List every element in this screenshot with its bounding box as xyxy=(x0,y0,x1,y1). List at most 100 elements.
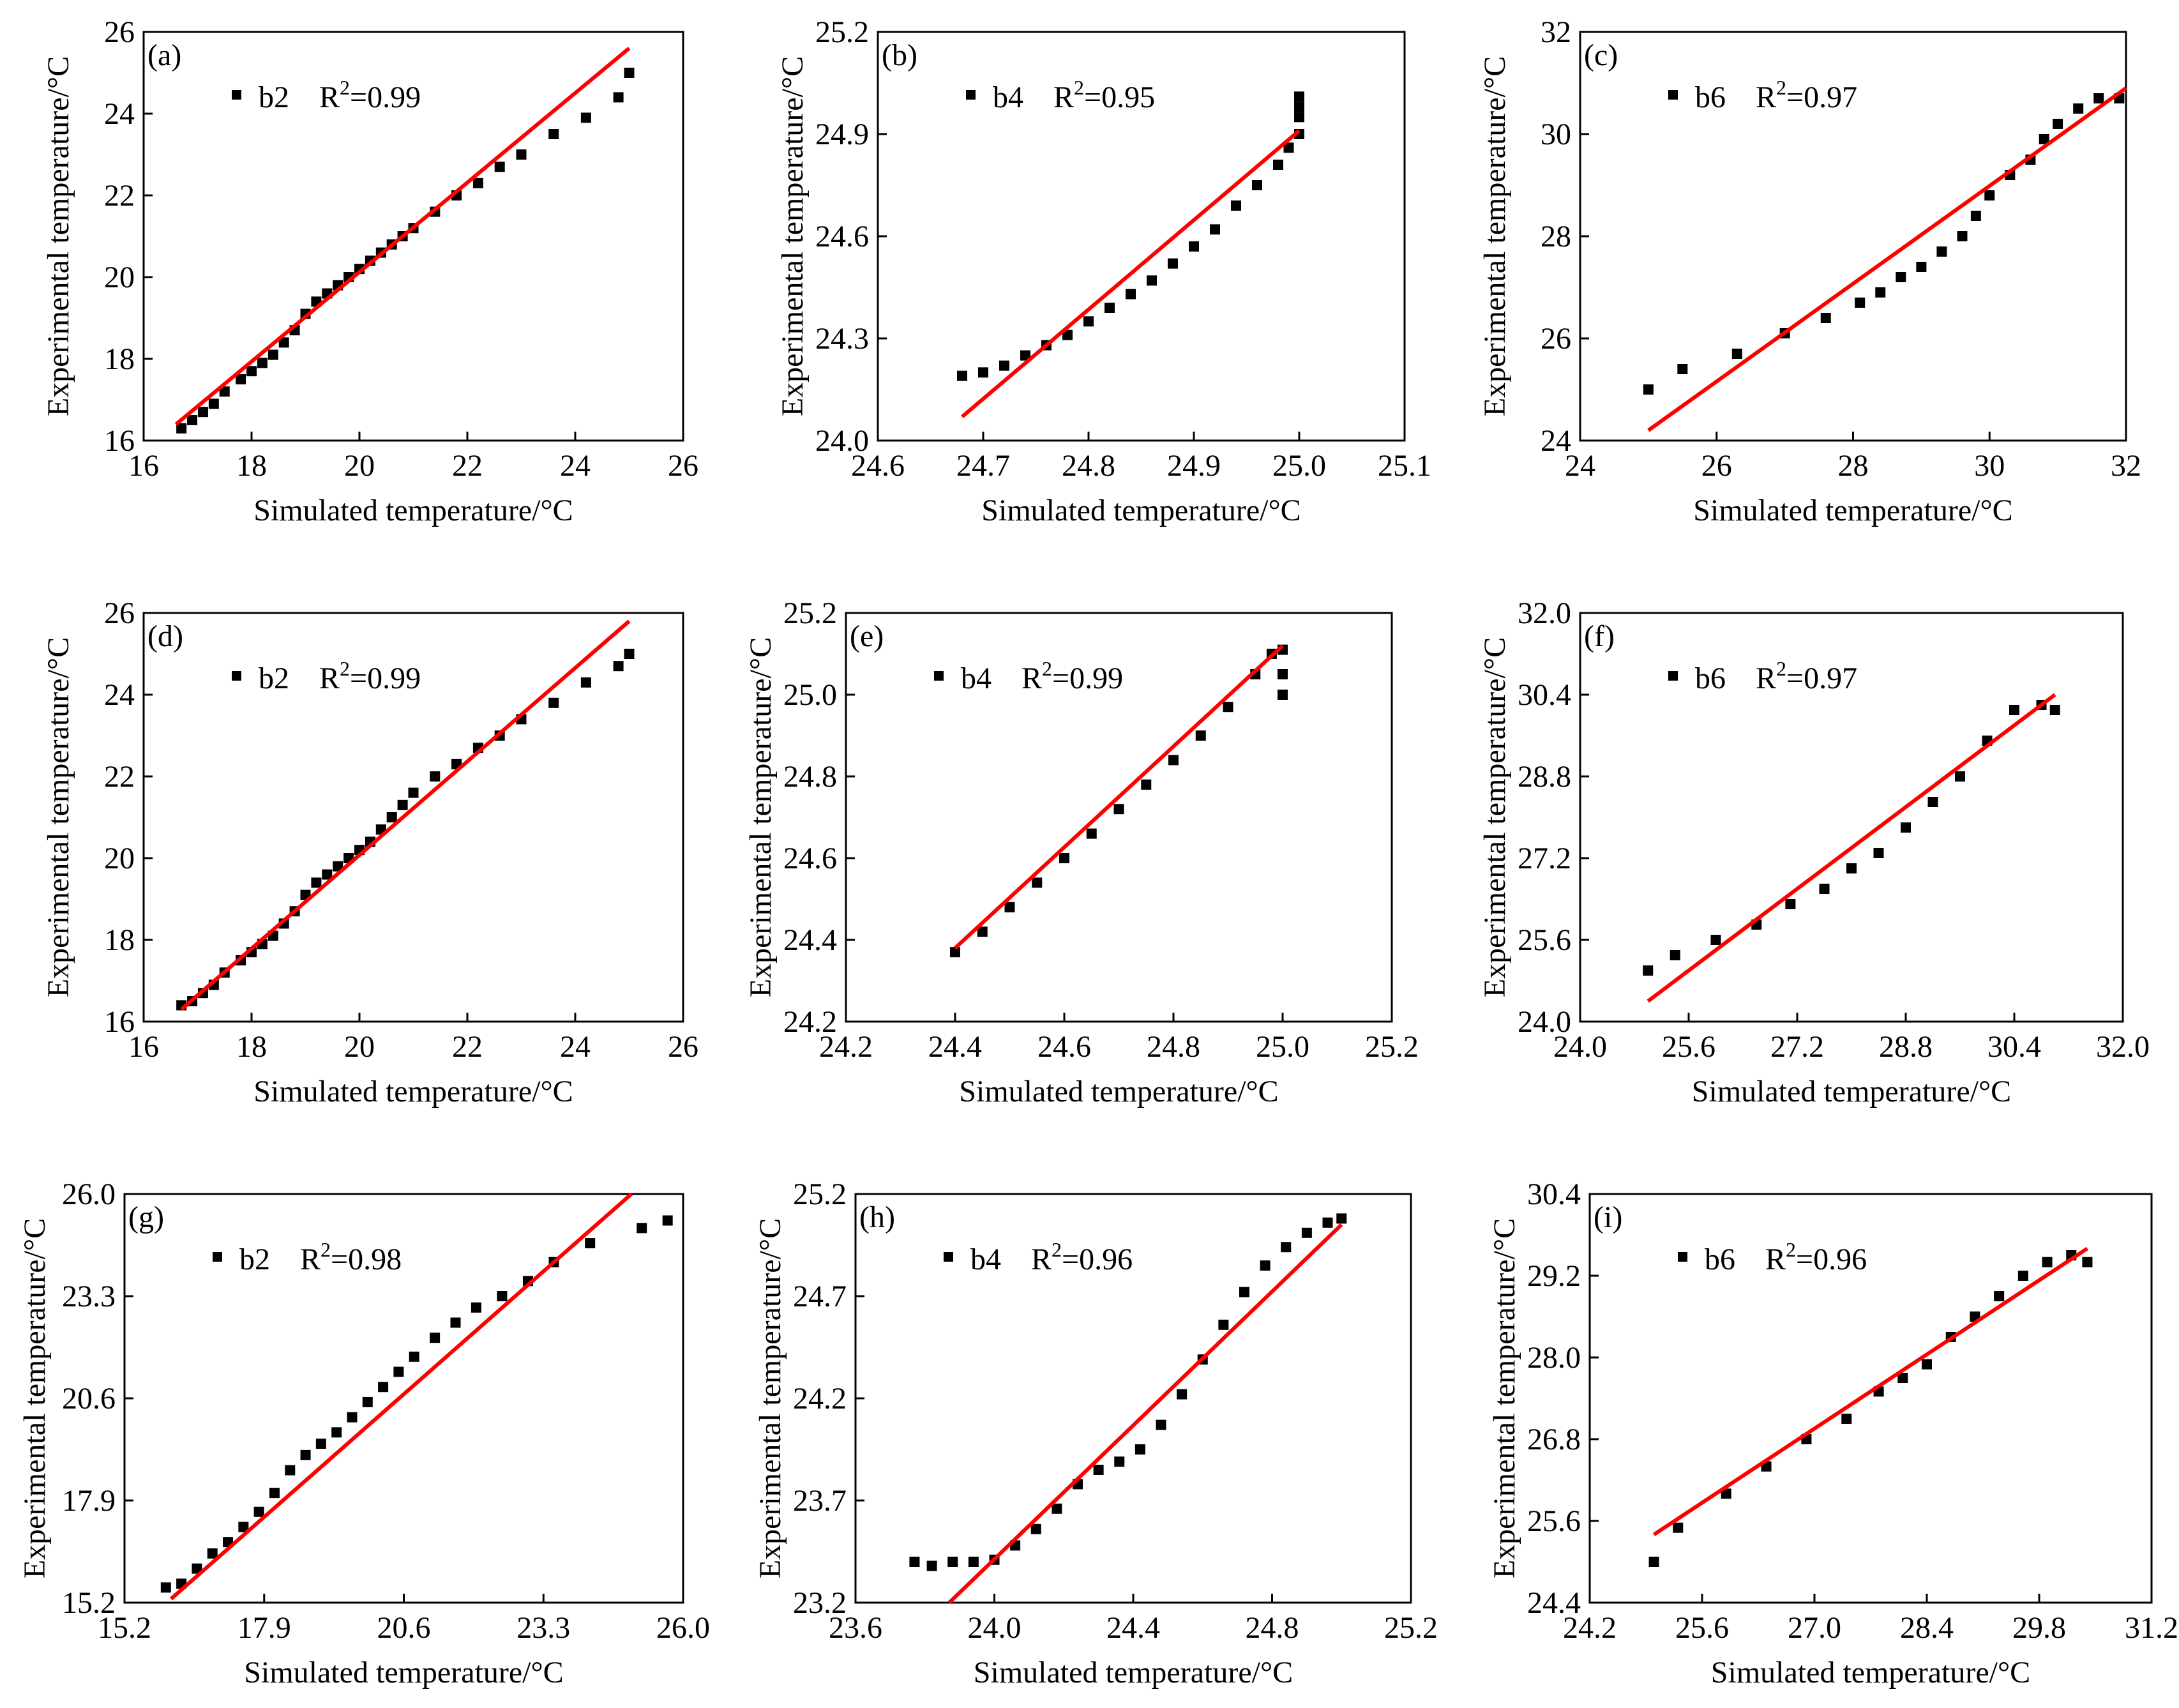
data-point xyxy=(1210,224,1220,235)
y-tick-label: 30 xyxy=(1541,117,1571,151)
y-tick-label: 24.7 xyxy=(793,1280,847,1313)
data-point xyxy=(1901,822,1911,833)
data-point xyxy=(1916,262,1927,272)
data-point xyxy=(1301,1227,1312,1238)
data-point xyxy=(580,677,591,688)
y-tick-label: 24.8 xyxy=(783,760,837,794)
panel-a: 16 18 20 22 24 26 16 18 20 22 24 26 Simulated temper… xyxy=(41,15,698,527)
panel-b: 24.6 24.7 24.8 24.9 25.0 25.1 24.0 24.3 24.6 24.9… xyxy=(776,15,1431,527)
data-point xyxy=(2073,103,2084,114)
r2-symbol: R xyxy=(1765,1243,1786,1276)
legend-marker xyxy=(944,1252,953,1262)
x-tick-label: 24.7 xyxy=(956,449,1010,483)
data-point xyxy=(197,407,208,418)
plot-frame xyxy=(123,1193,684,1604)
data-point xyxy=(494,162,505,172)
data-point xyxy=(909,1557,920,1567)
data-point xyxy=(1955,771,1965,782)
y-tick-label: 25.6 xyxy=(1527,1504,1581,1538)
fit-line xyxy=(961,129,1301,418)
data-point xyxy=(1855,298,1866,308)
data-point xyxy=(1846,863,1857,873)
legend-marker xyxy=(232,671,241,681)
x-tick-label: 28.4 xyxy=(1900,1611,1954,1645)
x-tick-label: 25.6 xyxy=(1675,1611,1729,1645)
y-tick-label: 30.4 xyxy=(1527,1177,1581,1211)
x-tick-label: 16 xyxy=(128,1030,159,1064)
legend-r2: R2=0.95 xyxy=(1053,76,1155,114)
data-point xyxy=(1670,950,1680,960)
x-tick-label: 20.6 xyxy=(377,1611,431,1645)
r2-value: =0.97 xyxy=(1786,80,1857,114)
r2-superscript: 2 xyxy=(1776,657,1786,680)
x-tick-label: 24.9 xyxy=(1167,449,1221,483)
data-point xyxy=(409,1351,419,1362)
data-point xyxy=(1156,1419,1166,1430)
data-point xyxy=(347,1412,358,1423)
y-tick-label: 20 xyxy=(104,261,135,294)
x-axis-title: Simulated temperature/°C xyxy=(1693,494,2012,527)
data-point xyxy=(2053,119,2063,129)
data-point xyxy=(1819,884,1830,894)
data-point xyxy=(1020,350,1030,361)
data-point xyxy=(2049,705,2060,715)
r2-value: =0.99 xyxy=(350,661,421,695)
x-tick-label: 15.2 xyxy=(98,1611,151,1645)
fit-line xyxy=(180,619,631,1011)
data-point xyxy=(1189,241,1199,252)
y-axis-title: Experimental temperature/°C xyxy=(1478,56,1512,416)
data-point xyxy=(1322,1217,1333,1228)
data-point xyxy=(1168,258,1178,269)
data-point xyxy=(1336,1213,1347,1224)
x-tick-label: 17.9 xyxy=(238,1611,291,1645)
y-tick-label: 26.0 xyxy=(62,1177,116,1211)
x-tick-label: 22 xyxy=(452,1030,483,1064)
y-axis-title: Experimental temperature/°C xyxy=(18,1218,52,1578)
x-tick-label: 24.8 xyxy=(1147,1030,1200,1064)
fit-line xyxy=(947,1223,1343,1605)
data-point xyxy=(1896,272,1906,282)
data-point xyxy=(278,337,289,348)
y-tick-label: 24.6 xyxy=(783,842,837,875)
data-point xyxy=(2093,93,2104,103)
data-point xyxy=(580,112,591,123)
data-point xyxy=(285,1465,296,1476)
plot-frame xyxy=(142,31,684,442)
data-point xyxy=(176,423,187,434)
legend-series: b4 xyxy=(993,80,1023,114)
data-point xyxy=(1093,1465,1104,1475)
legend-r2: R2=0.99 xyxy=(319,76,421,114)
x-tick-label: 24.6 xyxy=(1037,1030,1091,1064)
x-axis-title: Simulated temperature/°C xyxy=(244,1656,563,1689)
y-tick-label: 25.6 xyxy=(1518,923,1571,957)
data-point xyxy=(2082,1257,2093,1267)
legend-marker xyxy=(232,90,241,100)
data-point xyxy=(950,947,960,958)
r2-symbol: R xyxy=(1053,80,1074,114)
legend-marker xyxy=(1678,1252,1687,1262)
data-point xyxy=(1135,1444,1145,1455)
panel-label: (f) xyxy=(1584,619,1615,653)
y-tick-label: 30.4 xyxy=(1518,678,1571,712)
legend-series: b2 xyxy=(259,80,289,114)
y-axis-title: Experimental temperature/°C xyxy=(753,1218,787,1578)
data-point xyxy=(1004,902,1015,912)
legend-series: b4 xyxy=(970,1243,1001,1276)
x-tick-label: 20 xyxy=(344,1030,375,1064)
x-tick-label: 28 xyxy=(1838,449,1869,483)
plot-frame xyxy=(845,612,1393,1023)
x-tick-label: 26 xyxy=(668,449,698,483)
y-axis-title: Experimental temperature/°C xyxy=(1488,1218,1521,1578)
legend-series: b4 xyxy=(961,661,991,695)
panel-c: 24 26 28 30 32 24 26 28 30 32 Simulated temperatur… xyxy=(1478,15,2141,527)
y-tick-label: 22 xyxy=(104,179,135,213)
r2-symbol: R xyxy=(319,80,340,114)
x-tick-label: 26 xyxy=(668,1030,698,1064)
data-point xyxy=(2017,1271,2028,1281)
y-axis-title: Experimental temperature/°C xyxy=(41,637,75,997)
legend-series: b6 xyxy=(1705,1243,1735,1276)
y-tick-label: 24.6 xyxy=(815,220,869,253)
data-point xyxy=(497,1291,508,1301)
data-point xyxy=(386,812,397,822)
x-axis-title: Simulated temperature/°C xyxy=(1711,1656,2030,1689)
